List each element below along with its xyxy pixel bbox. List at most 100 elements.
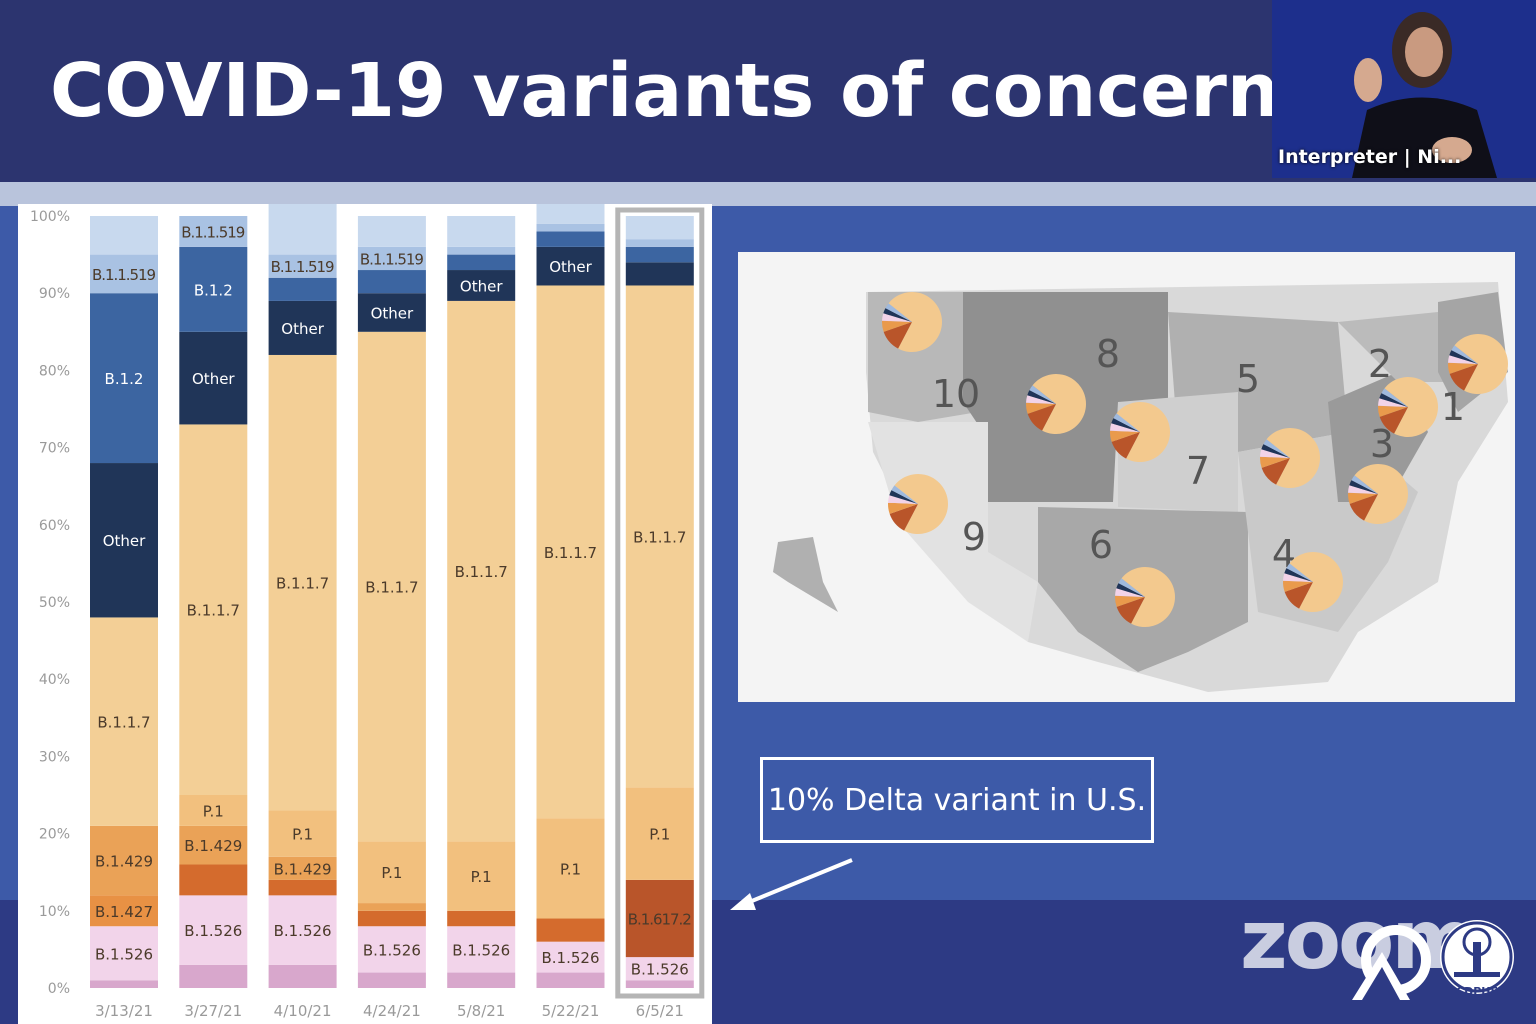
pie-slice [888, 292, 942, 352]
arrow-icon [730, 858, 853, 910]
data-label: B.1.526 [363, 941, 421, 959]
pie-slice [882, 313, 912, 322]
bar-segment [625, 239, 694, 247]
x-tick-label: 4/24/21 [363, 1002, 421, 1020]
bar-segment [179, 795, 248, 826]
data-label: B.1.429 [274, 860, 332, 878]
y-tick-label: 50% [39, 595, 70, 611]
pie-slice [1266, 428, 1320, 489]
stacked-bar-chart: 0% 10% 20% 30% 40% 50% 60% 70% 80% 90% 100% B.1.526… [30, 204, 705, 1020]
y-tick-label: 10% [39, 904, 70, 920]
data-label: B.1.1.7 [365, 579, 418, 597]
data-label: Other [460, 277, 503, 295]
y-tick-label: 40% [39, 672, 70, 688]
stacked-bar-chart-panel: 0% 10% 20% 30% 40% 50% 60% 70% 80% 90% 100% B.1.526… [18, 204, 712, 1024]
pie-slice [1348, 492, 1378, 504]
bar-segment [625, 980, 694, 988]
interpreter-video[interactable]: Interpreter | Ni... [1272, 0, 1536, 178]
pie-slice [1451, 345, 1478, 364]
bar-segment [357, 903, 426, 911]
pie-slice [1032, 374, 1086, 434]
bar-segment [447, 910, 516, 927]
bar-segment [357, 910, 426, 927]
pie-slice [1110, 423, 1140, 432]
pie-slice [1378, 398, 1408, 407]
pie-slice [1348, 485, 1378, 494]
bar-segment [536, 918, 605, 942]
map-region-label: 9 [962, 515, 986, 559]
data-label: B.1.1.7 [97, 714, 150, 732]
y-tick-label: 30% [39, 749, 70, 765]
bar-segment [536, 941, 605, 973]
data-label: B.1.1.519 [360, 250, 424, 268]
bar-segment [536, 818, 605, 919]
y-tick-label: 70% [39, 441, 70, 457]
bar-segment [90, 980, 158, 988]
x-tick-label: 3/27/21 [184, 1002, 242, 1020]
bar-segment [447, 246, 516, 255]
pie-slice [1260, 456, 1290, 468]
bar-segment [625, 879, 694, 958]
data-label: B.1.2 [105, 370, 144, 388]
map-region-label: 2 [1368, 342, 1392, 386]
pie-slice [1381, 388, 1408, 407]
pie-slice [1116, 402, 1170, 462]
bar-segment [90, 825, 158, 896]
map-region-label: 10 [932, 372, 980, 416]
pie-slice [1283, 573, 1313, 582]
pie-slice [882, 320, 912, 332]
pie-slice [1284, 582, 1313, 609]
bar-segment [447, 270, 516, 301]
pie-slice [1115, 588, 1145, 597]
pie-slice [885, 303, 912, 322]
y-tick-label: 100% [30, 209, 70, 225]
data-label: Other [103, 532, 146, 550]
bar-segment [357, 972, 426, 988]
map-region-label: 6 [1089, 523, 1113, 567]
bar-segment [625, 957, 694, 981]
data-label: B.1.526 [452, 941, 510, 959]
data-label: Other [192, 370, 235, 388]
pie-slice [1349, 480, 1378, 494]
bar-segment [90, 216, 158, 255]
bar-segment [268, 964, 337, 988]
map-region-label: 5 [1236, 357, 1260, 401]
pie-slice [889, 504, 918, 531]
cdphe-label: CDPHE [1456, 985, 1498, 998]
pie-slice [1029, 385, 1056, 404]
y-tick-label: 20% [39, 827, 70, 843]
bar-segment [625, 262, 694, 286]
bar-segment [357, 926, 426, 973]
x-tick-label: 6/5/21 [636, 1002, 684, 1020]
pie-slice [891, 485, 918, 504]
bar-segment [90, 895, 158, 927]
data-label: Other [281, 320, 324, 338]
data-label: B.1.429 [95, 853, 153, 871]
pie-slice [1286, 563, 1313, 582]
pie-slice [1378, 405, 1408, 417]
data-label: P.1 [560, 860, 581, 878]
bar-segment [625, 285, 694, 788]
pie-slice [883, 308, 912, 322]
bar-segment [536, 285, 605, 819]
data-label: P.1 [203, 802, 224, 820]
y-tick-label: 60% [39, 518, 70, 534]
bar-segment [625, 246, 694, 263]
bar-segment [179, 424, 248, 795]
colorado-logo-icon [1352, 925, 1431, 1000]
pie-slice [1284, 568, 1313, 582]
bar-segment [90, 926, 158, 981]
pie-slice [1449, 350, 1478, 364]
bar-segment [625, 216, 694, 240]
pie-slice [1110, 430, 1140, 442]
data-label: B.1.1.7 [633, 528, 686, 546]
us-regions-map: 10 8 5 2 1 3 7 9 6 4 [738, 252, 1515, 702]
bar-segment [179, 964, 248, 988]
bar-segment [536, 204, 605, 224]
map-region-label: 1 [1441, 385, 1465, 429]
bar-segment [625, 787, 694, 880]
pie-slice [1113, 413, 1140, 432]
y-tick-label: 90% [39, 286, 70, 302]
data-label: B.1.2 [194, 281, 233, 299]
